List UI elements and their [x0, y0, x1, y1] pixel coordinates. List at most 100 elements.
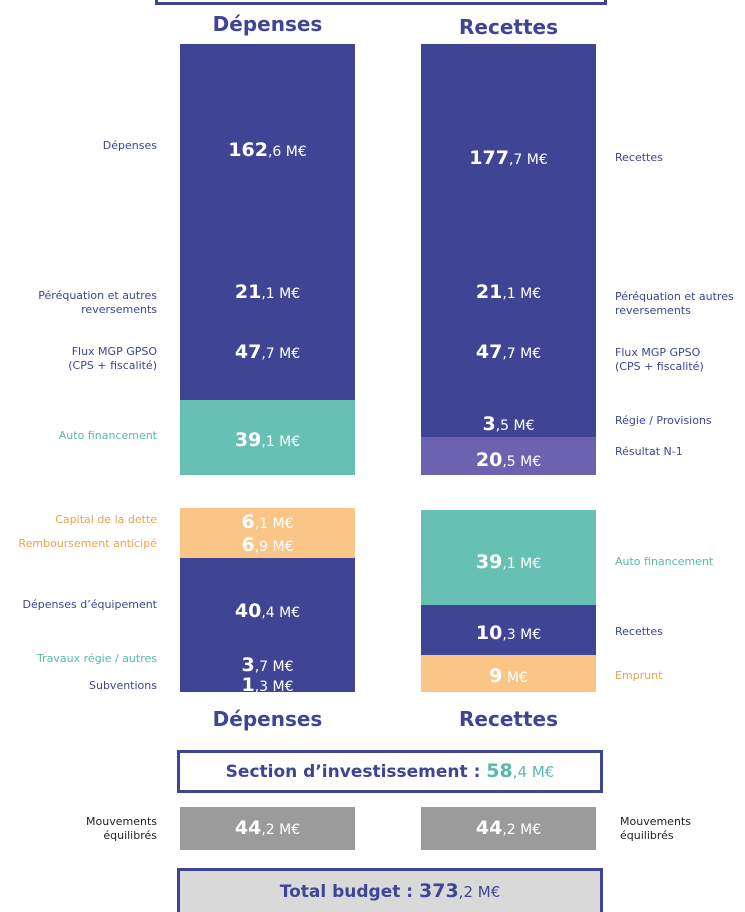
block [180, 807, 355, 850]
text: Flux MGP GPSO [615, 346, 701, 359]
amount: 10,3 M€ [421, 623, 596, 645]
text: Emprunt [615, 669, 663, 682]
text: Recettes [615, 625, 663, 638]
text: Total budget : [279, 882, 419, 902]
block [180, 400, 355, 475]
text: Mouvements [86, 815, 157, 828]
text: 44 [234, 817, 262, 839]
block [421, 510, 596, 605]
text: 20 [475, 449, 503, 471]
text: Mouvements [620, 815, 691, 828]
text: Auto financement [615, 555, 714, 568]
text: Capital de la dette [55, 513, 157, 526]
amount: 177,7 M€ [421, 148, 596, 170]
text: ,7 M€ [508, 152, 548, 168]
label: Auto financement [59, 429, 157, 443]
text: Recettes [615, 151, 663, 164]
text: 177 [469, 147, 509, 169]
amount: 162,6 M€ [180, 140, 355, 162]
text: reversements [81, 303, 157, 316]
text: équilibrés [620, 829, 674, 842]
label: Travaux régie / autres [37, 652, 157, 666]
text: Régie / Provisions [615, 414, 712, 427]
block [421, 605, 596, 655]
text: Subventions [89, 679, 157, 692]
text: ,5 M€ [502, 454, 542, 470]
text: 44 [475, 817, 503, 839]
text: équilibrés [103, 829, 157, 842]
text: (CPS + fiscalité) [68, 359, 157, 372]
label: Péréquation et autres reversements [38, 289, 157, 317]
amount: 47,7 M€ [180, 342, 355, 364]
text: ,2 M€ [502, 822, 542, 838]
text: Péréquation et autres [38, 289, 157, 302]
block [421, 44, 596, 437]
text: 40 [234, 600, 262, 622]
header: Dépenses [212, 12, 323, 36]
amount: 44,2 M€ [421, 818, 596, 840]
total-box: Total budget : 373,2 M€ [177, 868, 603, 912]
block [421, 437, 596, 475]
text: ,2 M€ [261, 822, 301, 838]
top-box [155, 0, 607, 5]
text: ,1 M€ [502, 556, 542, 572]
text: Auto financement [58, 429, 157, 442]
amount: 1,3 M€ [180, 676, 355, 696]
text: 162 [228, 139, 268, 161]
text: Flux MGP GPSO [71, 345, 157, 358]
section-box: Section d’investissement : 58,4 M€ [177, 750, 603, 793]
label: Recettes [615, 625, 663, 639]
text: Remboursement anticipé [18, 537, 157, 550]
label: Mouvements équilibrés [620, 815, 691, 843]
text: Péréquation et autres [615, 290, 734, 303]
block [421, 655, 596, 692]
amount: 6,1 M€ [180, 513, 355, 533]
label: Emprunt [615, 669, 662, 683]
text: M€ [502, 670, 528, 686]
text: 10 [475, 622, 503, 644]
text: ,7 M€ [502, 346, 542, 362]
text: ,2 M€ [458, 883, 501, 901]
text: ,3 M€ [502, 627, 542, 643]
block [180, 508, 355, 558]
text: ,7 M€ [261, 346, 301, 362]
text: 58 [486, 760, 513, 782]
text: Dépenses [102, 139, 157, 152]
text: 21 [234, 281, 262, 303]
label: Capital de la dette [55, 513, 157, 527]
amount: 47,7 M€ [421, 342, 596, 364]
amount: 40,4 M€ [180, 601, 355, 623]
amount: 44,2 M€ [180, 818, 355, 840]
amount: 9 M€ [421, 666, 596, 688]
text: ,5 M€ [495, 418, 535, 434]
text: ,1 M€ [502, 286, 542, 302]
text: (CPS + fiscalité) [615, 360, 704, 373]
text: ,1 M€ [261, 286, 301, 302]
text: 1 [241, 674, 255, 696]
label: Flux MGP GPSO (CPS + fiscalité) [615, 346, 704, 374]
text: 3 [482, 413, 496, 435]
amount: 20,5 M€ [421, 450, 596, 472]
text: 21 [475, 281, 503, 303]
text: 47 [475, 341, 503, 363]
text: 39 [475, 551, 503, 573]
amount: 6,9 M€ [180, 536, 355, 556]
label: Flux MGP GPSO (CPS + fiscalité) [68, 345, 157, 373]
header: Recettes [459, 15, 558, 39]
text: ,1 M€ [254, 516, 294, 532]
text: Résultat N-1 [615, 445, 683, 458]
text: ,3 M€ [254, 679, 294, 695]
header: Dépenses [212, 707, 323, 731]
text: ,4 M€ [512, 763, 555, 781]
text: ,9 M€ [254, 539, 294, 555]
amount: 21,1 M€ [421, 282, 596, 304]
text: Travaux régie / autres [37, 652, 157, 665]
label: Mouvements équilibrés [86, 815, 157, 843]
text: 47 [234, 341, 262, 363]
text: 3 [241, 654, 255, 676]
label: Résultat N-1 [615, 445, 683, 459]
text: ,6 M€ [267, 144, 307, 160]
block [180, 558, 355, 692]
text: Section d’investissement : [225, 762, 487, 782]
